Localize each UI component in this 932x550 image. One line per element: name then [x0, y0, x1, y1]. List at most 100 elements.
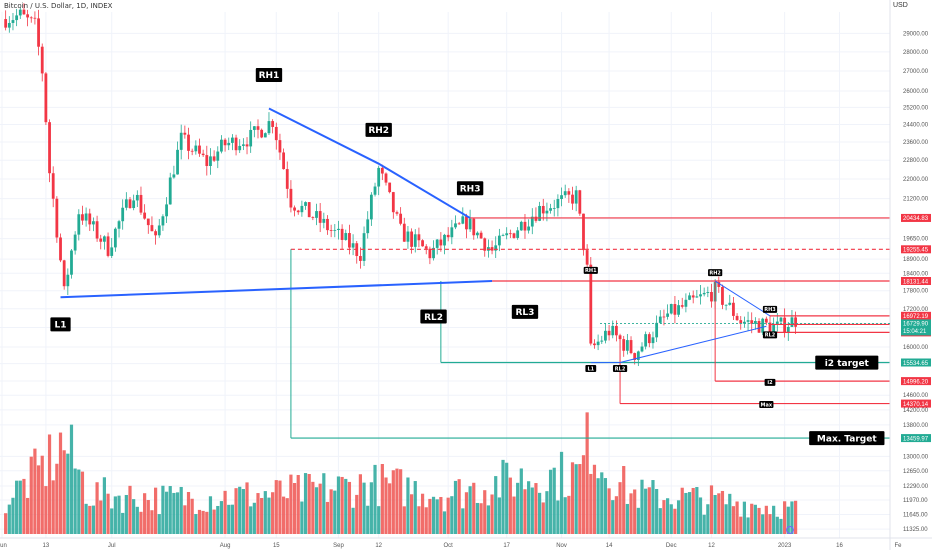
candle-body: [238, 145, 242, 151]
candle-body: [684, 299, 688, 307]
candle-body: [644, 334, 648, 347]
annotation-badge: [255, 67, 283, 82]
annotation-badge: [583, 266, 598, 274]
candle-body: [454, 223, 457, 228]
candle-body: [746, 320, 750, 322]
candle-body: [446, 234, 450, 238]
volume-bar: [238, 486, 242, 534]
candle-body: [735, 315, 739, 321]
volume-bar: [494, 476, 498, 534]
volume-bar: [794, 500, 798, 534]
candle-body: [322, 218, 326, 223]
price-tag-label: 18131.44: [903, 279, 929, 285]
price-tag: [901, 311, 931, 320]
candle-body: [55, 198, 59, 238]
candle-body: [677, 305, 680, 315]
y-tick-label: 12290.00: [903, 484, 929, 490]
candle-body: [743, 321, 746, 324]
candle-body: [721, 286, 724, 305]
candle-body: [779, 317, 783, 322]
volume-bar: [99, 500, 103, 534]
candle-body: [655, 322, 659, 338]
annotation-label: Max. Target: [817, 434, 877, 444]
candle-body: [44, 73, 48, 123]
volume-bar: [157, 514, 161, 534]
volume-bar: [457, 479, 461, 534]
volume-bar: [589, 473, 593, 534]
volume-bar: [95, 482, 99, 534]
candle-body: [636, 351, 640, 360]
volume-bar: [143, 493, 147, 534]
candle-body: [161, 216, 165, 226]
volume-bar: [753, 504, 757, 534]
volume-bar: [26, 497, 30, 534]
volume-bar: [519, 468, 523, 534]
price-tag-label: 20434.83: [903, 216, 929, 222]
volume-bar: [369, 482, 373, 534]
candle-body: [380, 167, 384, 174]
candle-body: [296, 210, 300, 213]
candle-body: [443, 234, 446, 246]
candle-body: [691, 295, 695, 298]
y-tick-label: 12650.00: [903, 469, 929, 475]
candle-body: [190, 150, 194, 152]
volume-bar: [380, 464, 384, 534]
y-tick-label: 29000.00: [903, 31, 929, 37]
candle-body: [373, 186, 377, 195]
candle-body: [706, 291, 710, 293]
candle-body: [66, 274, 70, 287]
volume-bar: [461, 508, 465, 534]
annotation-label: RH2: [368, 126, 389, 136]
volume-bar: [91, 505, 96, 534]
candle-body: [11, 20, 15, 23]
volume-bar: [673, 508, 677, 534]
candle-body: [311, 217, 315, 218]
price-tag-label: 13459.97: [903, 436, 929, 442]
volume-bar: [527, 481, 531, 534]
candle-body: [424, 246, 428, 249]
price-tag: [901, 277, 931, 286]
y-tick-label: 11645.00: [903, 512, 928, 518]
volume-bar: [197, 509, 202, 534]
x-tick-label: Fe: [894, 543, 902, 549]
volume-bar: [69, 424, 74, 534]
candle-body: [574, 190, 578, 204]
candle-body: [476, 232, 479, 236]
volume-bar: [219, 501, 224, 534]
volume-bar: [603, 478, 608, 534]
volume-bar: [201, 510, 205, 534]
volume-bar: [289, 474, 293, 534]
volume-bar: [355, 494, 359, 534]
volume-bar: [761, 514, 765, 534]
volume-bar: [186, 491, 191, 534]
candle-body: [629, 340, 633, 354]
volume-bar: [347, 481, 352, 534]
candle-body: [421, 240, 424, 247]
candle-body: [680, 305, 684, 307]
volume-bar: [713, 495, 717, 534]
volume-bar: [329, 489, 333, 534]
candle-body: [534, 216, 538, 221]
candle-body: [282, 152, 285, 170]
y-tick-label: 19650.00: [903, 237, 929, 243]
x-tick-label: Dec: [666, 543, 677, 549]
candle-body: [241, 144, 245, 146]
candle-body: [666, 313, 669, 317]
volume-bar: [285, 498, 289, 534]
candle-body: [260, 129, 264, 138]
volume-bar: [559, 451, 564, 534]
price-tag-label: 14996.20: [903, 379, 929, 385]
volume-bar: [486, 505, 490, 534]
y-tick-label: 13000.00: [903, 454, 929, 460]
annotation-badge: [511, 304, 539, 319]
y-tick-label: 16000.00: [903, 345, 929, 351]
volume-bar: [132, 499, 136, 534]
volume-bar: [483, 490, 487, 534]
candle-body: [505, 233, 509, 236]
volume-bar: [497, 497, 501, 534]
y-tick-label: 22800.00: [903, 158, 929, 164]
candle-body: [201, 153, 205, 156]
y-tick-label: 17200.00: [903, 307, 929, 313]
